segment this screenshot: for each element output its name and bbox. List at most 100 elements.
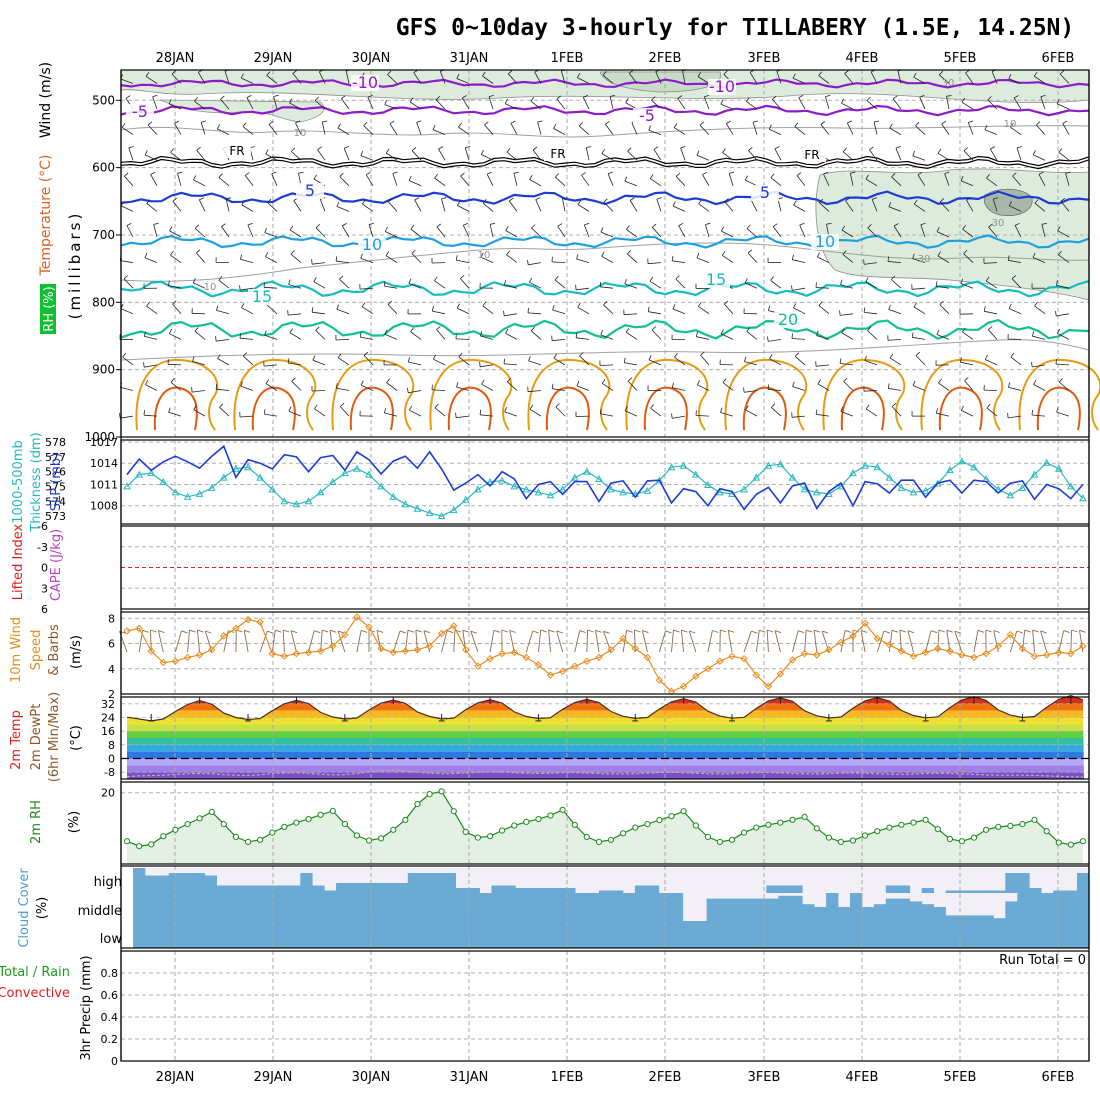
wind-barb: [192, 313, 205, 314]
wind-barb: [577, 259, 590, 263]
wind-barb-flag: [601, 330, 603, 335]
wind-barb: [968, 123, 973, 135]
wind-barb: [751, 200, 757, 212]
wind10-barb: [393, 631, 400, 652]
wind-barb: [483, 306, 493, 314]
wind-barb-flag: [412, 147, 416, 150]
wind-barb: [393, 174, 397, 186]
wind-barb: [576, 416, 589, 417]
wind-barb: [291, 254, 301, 262]
precip-ylabel: 3hr Precip (mm): [79, 955, 94, 1060]
rh2m-ylabel: 2m RH: [29, 800, 44, 844]
cloud-middle-bar: [515, 893, 527, 921]
upper-ytick: 700: [92, 228, 115, 242]
wind10-barb-flag: [931, 631, 937, 633]
wind-barb: [387, 383, 397, 391]
cloud-middle-bar: [611, 893, 623, 921]
cloud-middle-bar: [456, 893, 468, 921]
wind-barb: [265, 335, 277, 339]
wind-barb-flag: [770, 355, 773, 359]
wind-barb: [673, 206, 685, 211]
contour-label: 10: [362, 235, 382, 254]
wind-barb: [600, 287, 613, 288]
thickness-tick: 578: [45, 436, 66, 449]
wind-barb-flag: [628, 148, 632, 152]
contour-label: FR: [229, 144, 244, 158]
wind-barb-flag: [698, 302, 701, 306]
wind10-ylabel-speed: Speed: [29, 630, 44, 671]
wind-barb: [340, 177, 349, 186]
wind-barb-flag: [412, 250, 416, 253]
wind-barb: [1034, 384, 1046, 390]
wind-barb-flag: [697, 151, 699, 156]
wind10-barb: [454, 630, 455, 652]
wind-barb: [697, 258, 709, 263]
wind-barb: [292, 381, 301, 390]
wind-barb-flag: [417, 121, 422, 123]
wind-barb-flag: [819, 302, 822, 306]
wind-barb-flag: [771, 404, 775, 408]
wind-barb-flag: [1063, 121, 1067, 123]
cloud-middle-bar: [802, 904, 814, 921]
wind10-barb-flag: [759, 630, 765, 632]
wind-barb: [563, 199, 566, 212]
cloud-high-bar: [503, 886, 515, 894]
wind-barb: [938, 153, 949, 160]
wind-barb-flag: [432, 306, 433, 311]
rh-point: [500, 828, 505, 833]
temp-band: [127, 759, 1084, 766]
wind-barb-flag: [386, 252, 389, 256]
wind-barb: [531, 331, 541, 340]
wind-barb: [170, 255, 181, 263]
wind-barb: [386, 153, 397, 160]
wind-barb-flag: [888, 383, 889, 388]
rh-point: [209, 809, 214, 814]
wind-barb-flag: [437, 326, 441, 329]
wind-barb: [729, 173, 733, 185]
cloud-high-bar: [492, 886, 504, 894]
date-label-top: 6FEB: [1042, 51, 1075, 66]
wind-barb-flag: [504, 311, 505, 316]
wind10-barb-flag: [408, 630, 414, 632]
wind-barb-flag: [336, 256, 337, 261]
wind-barb: [322, 122, 325, 135]
rh-contour-label: 30: [992, 218, 1005, 229]
wind-barb-flag: [626, 328, 629, 332]
date-label-bottom: 2FEB: [649, 1070, 682, 1085]
upper-ylabel-temp: Temperature (°C): [38, 155, 54, 277]
wind-barb-flag: [652, 224, 656, 227]
cloud-high-bar: [563, 888, 575, 893]
wind-barb: [294, 201, 301, 212]
wind-barb-flag: [322, 121, 327, 122]
wind-barb: [961, 410, 973, 416]
bl-contour-outer: [725, 360, 806, 430]
wind-barb-flag: [942, 121, 946, 124]
wind10-barb-flag: [197, 630, 203, 632]
wind-barb-flag: [703, 172, 707, 174]
wind-barb-flag: [272, 172, 277, 174]
wind10-barb-flag: [1033, 630, 1039, 632]
cloud-middle-bar: [886, 899, 898, 921]
wind-barb-flag: [528, 260, 529, 265]
wind-barb-flag: [226, 198, 231, 199]
rh-contour-label: 10: [478, 250, 491, 261]
wind-barb-flag: [490, 223, 495, 224]
wind-barb: [336, 261, 349, 262]
wind10-barb-flag: [182, 631, 188, 633]
wind-barb: [792, 260, 805, 263]
wind-barb: [913, 156, 925, 160]
rh-point: [403, 817, 408, 822]
rh-point: [475, 835, 480, 840]
wind10-barb-flag: [361, 630, 367, 632]
wind-barb-flag: [840, 310, 841, 315]
cloud-middle-bar: [874, 904, 886, 921]
wind-barb: [264, 414, 277, 416]
wind-barb: [795, 356, 805, 365]
wind-barb-flag: [672, 256, 673, 261]
wind-barb: [411, 332, 422, 340]
wind-barb-flag: [530, 405, 533, 409]
wind-barb-flag: [968, 121, 973, 123]
wind-barb-flag: [385, 227, 387, 232]
rh-point: [584, 834, 589, 839]
wind-barb: [771, 407, 781, 416]
